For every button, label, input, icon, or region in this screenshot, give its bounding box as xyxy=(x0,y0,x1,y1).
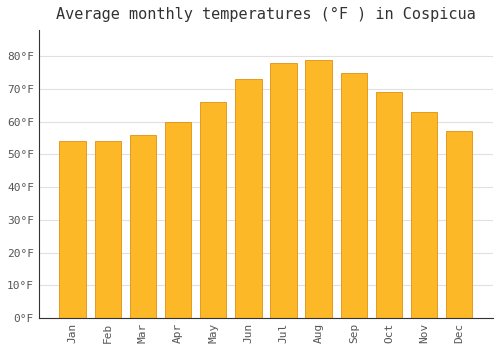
Bar xyxy=(165,122,191,318)
Bar xyxy=(60,141,86,318)
Bar xyxy=(340,72,367,318)
Bar xyxy=(411,112,438,318)
Bar xyxy=(270,63,296,318)
Bar xyxy=(94,141,121,318)
Bar xyxy=(446,132,472,318)
Bar xyxy=(200,102,226,318)
Title: Average monthly temperatures (°F ) in Cospicua: Average monthly temperatures (°F ) in Co… xyxy=(56,7,476,22)
Bar xyxy=(235,79,262,318)
Bar xyxy=(306,60,332,318)
Bar xyxy=(130,135,156,318)
Bar xyxy=(376,92,402,318)
